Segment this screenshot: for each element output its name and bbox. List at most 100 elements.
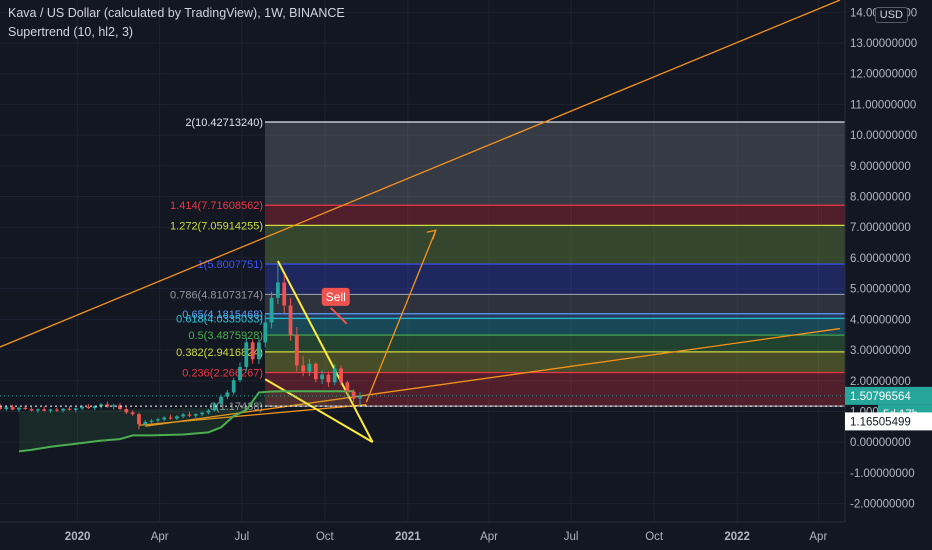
price-tick-label: 9.00000000 bbox=[850, 161, 911, 173]
price-axis[interactable]: 14.0000000013.0000000012.0000000011.0000… bbox=[844, 0, 932, 522]
supertrend-value-badge bbox=[845, 412, 932, 431]
candle-body bbox=[244, 342, 249, 367]
price-tick-label: 0.00000000 bbox=[850, 437, 911, 449]
candle-body bbox=[238, 366, 242, 381]
price-tick-label: 2.00000000 bbox=[850, 376, 911, 388]
price-tick-label: 4.00000000 bbox=[850, 314, 911, 326]
candlesticks bbox=[0, 264, 362, 430]
candle-body bbox=[0, 406, 2, 410]
fib-zone bbox=[265, 264, 845, 295]
sell-signal-label: Sell bbox=[326, 290, 346, 304]
fib-level-label: 0.65(4.1815468) bbox=[182, 309, 263, 321]
candle-body bbox=[206, 410, 211, 413]
time-tick-label: Apr bbox=[480, 531, 498, 543]
candle-body bbox=[168, 417, 173, 419]
fib-zone bbox=[265, 121, 845, 206]
candle-body bbox=[73, 408, 78, 410]
candle-body bbox=[181, 414, 186, 417]
sell-signal-pointer bbox=[330, 307, 348, 325]
time-tick-label: Apr bbox=[151, 531, 169, 543]
candle-body bbox=[162, 417, 167, 420]
candle-body bbox=[105, 404, 110, 407]
candle-body bbox=[99, 404, 103, 407]
candle-body bbox=[137, 414, 141, 425]
fib-level-label: 1.272(7.05914255) bbox=[170, 220, 263, 232]
candle-body bbox=[320, 374, 324, 380]
candle-body bbox=[187, 414, 192, 416]
time-tick-label: Oct bbox=[316, 531, 335, 543]
price-tick-label: 7.00000000 bbox=[850, 222, 911, 234]
candle-body bbox=[80, 406, 84, 409]
candle-body bbox=[36, 409, 40, 411]
candle-body bbox=[345, 382, 350, 392]
fibonacci-zones bbox=[265, 121, 845, 407]
projection-arrow-head bbox=[426, 229, 437, 240]
candle-body bbox=[332, 368, 337, 383]
time-axis[interactable]: 2020 Apr Jul Oct 2021 Apr Jul Oct 2022 Apr bbox=[0, 521, 845, 543]
fib-level-label: 1.414(7.71608562) bbox=[170, 200, 263, 212]
candle-body bbox=[29, 409, 34, 411]
current-price-badge bbox=[845, 386, 932, 405]
fib-zone bbox=[265, 335, 845, 352]
chart-overlays: Sell bbox=[0, 287, 845, 407]
current-price-value: 1.50796564 bbox=[850, 391, 911, 403]
trendline-descending-wedge bbox=[277, 260, 374, 443]
candle-body bbox=[156, 419, 160, 421]
candle-body bbox=[276, 282, 280, 298]
candle-body bbox=[225, 392, 230, 397]
trendline-wedge-base bbox=[264, 378, 374, 444]
candle-body bbox=[269, 297, 274, 323]
candle-body bbox=[124, 409, 129, 413]
fib-level-label: 0.382(2.9416824) bbox=[176, 347, 263, 359]
fib-zone bbox=[265, 294, 845, 314]
candle-body bbox=[263, 322, 268, 343]
price-tick-label: 13.00000000 bbox=[850, 38, 917, 50]
price-tick-label: 3.00000000 bbox=[850, 345, 911, 357]
fib-level-label: 0.618(4.0335033) bbox=[176, 313, 263, 325]
fib-level-label: 0.236(2.266267) bbox=[182, 368, 263, 380]
candle-body bbox=[92, 406, 97, 409]
candle-body bbox=[307, 363, 312, 372]
time-tick-label: 2020 bbox=[65, 531, 91, 543]
fib-zone bbox=[265, 318, 845, 336]
candle-body bbox=[61, 408, 66, 411]
candle-body bbox=[326, 374, 331, 383]
candle-body bbox=[118, 405, 122, 410]
candle-body bbox=[67, 408, 72, 410]
candle-body bbox=[294, 334, 299, 366]
price-tick-label: 5.00000000 bbox=[850, 284, 911, 296]
fib-zone bbox=[265, 351, 845, 373]
price-tick-label: 8.00000000 bbox=[850, 192, 911, 204]
candle-body bbox=[351, 391, 356, 399]
candle-body bbox=[48, 409, 53, 411]
candle-body bbox=[111, 405, 116, 407]
candle-body bbox=[288, 305, 293, 335]
candle-body bbox=[174, 416, 179, 419]
candle-body bbox=[301, 365, 306, 372]
candle-body bbox=[257, 342, 261, 360]
candle-body bbox=[282, 282, 287, 306]
time-tick-label: Jul bbox=[564, 531, 579, 543]
price-tick-label: -2.00000000 bbox=[850, 499, 915, 511]
price-tick-label: 12.00000000 bbox=[850, 69, 917, 81]
currency-button[interactable]: USD bbox=[874, 7, 908, 23]
candle-body bbox=[143, 421, 148, 425]
candle-body bbox=[130, 412, 135, 415]
candle-body bbox=[231, 380, 236, 393]
fib-level-label: 0.5(3.4875928) bbox=[188, 330, 263, 342]
candle-body bbox=[17, 407, 21, 410]
candle-body bbox=[313, 363, 318, 380]
price-tick-label: 10.00000000 bbox=[850, 130, 917, 142]
chart-title: Kava / US Dollar (calculated by TradingV… bbox=[8, 6, 345, 20]
indicator-label[interactable]: Supertrend (10, hl2, 3) bbox=[8, 25, 134, 39]
time-tick-label: Jul bbox=[234, 531, 249, 543]
fib-zone bbox=[265, 225, 845, 265]
time-tick-label: Apr bbox=[809, 531, 827, 543]
trendline-projection-arrow bbox=[365, 230, 437, 403]
candle-body bbox=[250, 342, 255, 360]
supertrend-up-line bbox=[18, 390, 354, 453]
time-tick-label: Oct bbox=[645, 531, 664, 543]
candle-body bbox=[193, 414, 198, 416]
trendlines bbox=[0, 0, 841, 444]
